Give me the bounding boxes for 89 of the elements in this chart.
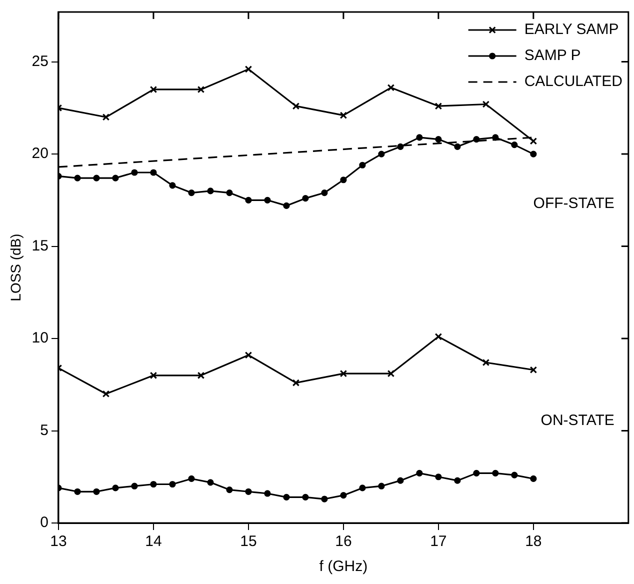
point bbox=[112, 484, 119, 492]
point bbox=[197, 86, 205, 94]
point bbox=[340, 370, 348, 378]
point bbox=[434, 102, 442, 110]
point bbox=[416, 470, 423, 476]
point bbox=[530, 475, 537, 482]
point bbox=[416, 134, 423, 141]
point bbox=[387, 370, 395, 378]
point bbox=[473, 470, 480, 476]
point bbox=[207, 188, 214, 194]
point bbox=[292, 379, 300, 386]
point bbox=[492, 470, 499, 476]
point bbox=[530, 366, 538, 374]
point bbox=[102, 114, 110, 121]
point bbox=[226, 189, 233, 196]
point bbox=[378, 482, 385, 490]
point bbox=[340, 176, 347, 184]
point bbox=[264, 490, 271, 497]
point bbox=[454, 477, 461, 484]
point bbox=[188, 189, 195, 196]
x-tick-label: 16 bbox=[335, 533, 352, 550]
annotation: ON-STATE bbox=[540, 412, 614, 429]
point bbox=[207, 479, 214, 486]
point bbox=[321, 189, 328, 196]
point bbox=[112, 174, 119, 182]
point bbox=[131, 482, 138, 490]
point bbox=[511, 142, 518, 148]
point bbox=[283, 202, 290, 209]
point bbox=[454, 143, 461, 150]
point bbox=[169, 182, 176, 189]
point bbox=[321, 496, 328, 502]
point bbox=[359, 162, 366, 168]
point bbox=[74, 488, 81, 495]
point bbox=[292, 102, 300, 110]
legend-label: EARLY SAMP bbox=[524, 21, 619, 38]
point bbox=[244, 352, 252, 359]
point bbox=[397, 143, 404, 150]
point bbox=[74, 174, 81, 182]
x-tick-label: 17 bbox=[430, 533, 447, 550]
point bbox=[359, 484, 366, 492]
point bbox=[340, 492, 347, 499]
point bbox=[378, 150, 385, 158]
y-tick-label: 0 bbox=[40, 514, 48, 532]
point bbox=[302, 195, 309, 202]
x-axis-title: f (GHz) bbox=[319, 558, 368, 576]
x-tick-label: 18 bbox=[525, 533, 542, 550]
x-tick-label: 13 bbox=[50, 533, 67, 550]
point bbox=[197, 372, 205, 380]
point bbox=[530, 138, 538, 145]
annotation: OFF-STATE bbox=[533, 194, 614, 212]
x-tick-label: 15 bbox=[240, 533, 257, 550]
point bbox=[482, 358, 490, 366]
point bbox=[482, 100, 490, 108]
point bbox=[150, 480, 157, 488]
point bbox=[102, 390, 110, 398]
point bbox=[150, 169, 157, 176]
point bbox=[245, 196, 252, 204]
y-tick-label: 10 bbox=[32, 330, 48, 347]
legend-label: CALCULATED bbox=[524, 73, 623, 90]
y-tick-label: 20 bbox=[32, 145, 48, 162]
point bbox=[511, 472, 518, 478]
y-tick-label: 5 bbox=[40, 422, 48, 439]
point bbox=[340, 112, 348, 119]
point bbox=[245, 488, 252, 495]
point bbox=[283, 494, 290, 500]
point bbox=[397, 477, 404, 484]
point bbox=[473, 136, 480, 143]
y-tick-label: 25 bbox=[32, 52, 48, 70]
point bbox=[435, 474, 442, 480]
x-tick-label: 14 bbox=[145, 533, 162, 550]
point bbox=[93, 174, 100, 182]
point bbox=[387, 84, 395, 92]
point bbox=[131, 169, 138, 176]
point bbox=[93, 488, 100, 495]
y-axis-title: LOSS (dB) bbox=[7, 234, 24, 302]
point bbox=[302, 494, 309, 500]
point bbox=[150, 86, 158, 94]
point bbox=[188, 475, 195, 482]
point bbox=[169, 480, 176, 488]
y-tick-label: 15 bbox=[32, 237, 48, 254]
point bbox=[530, 150, 537, 158]
point bbox=[244, 66, 252, 73]
point bbox=[492, 134, 499, 141]
point bbox=[264, 196, 271, 204]
point bbox=[435, 136, 442, 143]
point bbox=[226, 486, 233, 494]
point bbox=[434, 333, 442, 340]
legend-label: SAMP P bbox=[524, 47, 581, 64]
point bbox=[150, 372, 158, 380]
